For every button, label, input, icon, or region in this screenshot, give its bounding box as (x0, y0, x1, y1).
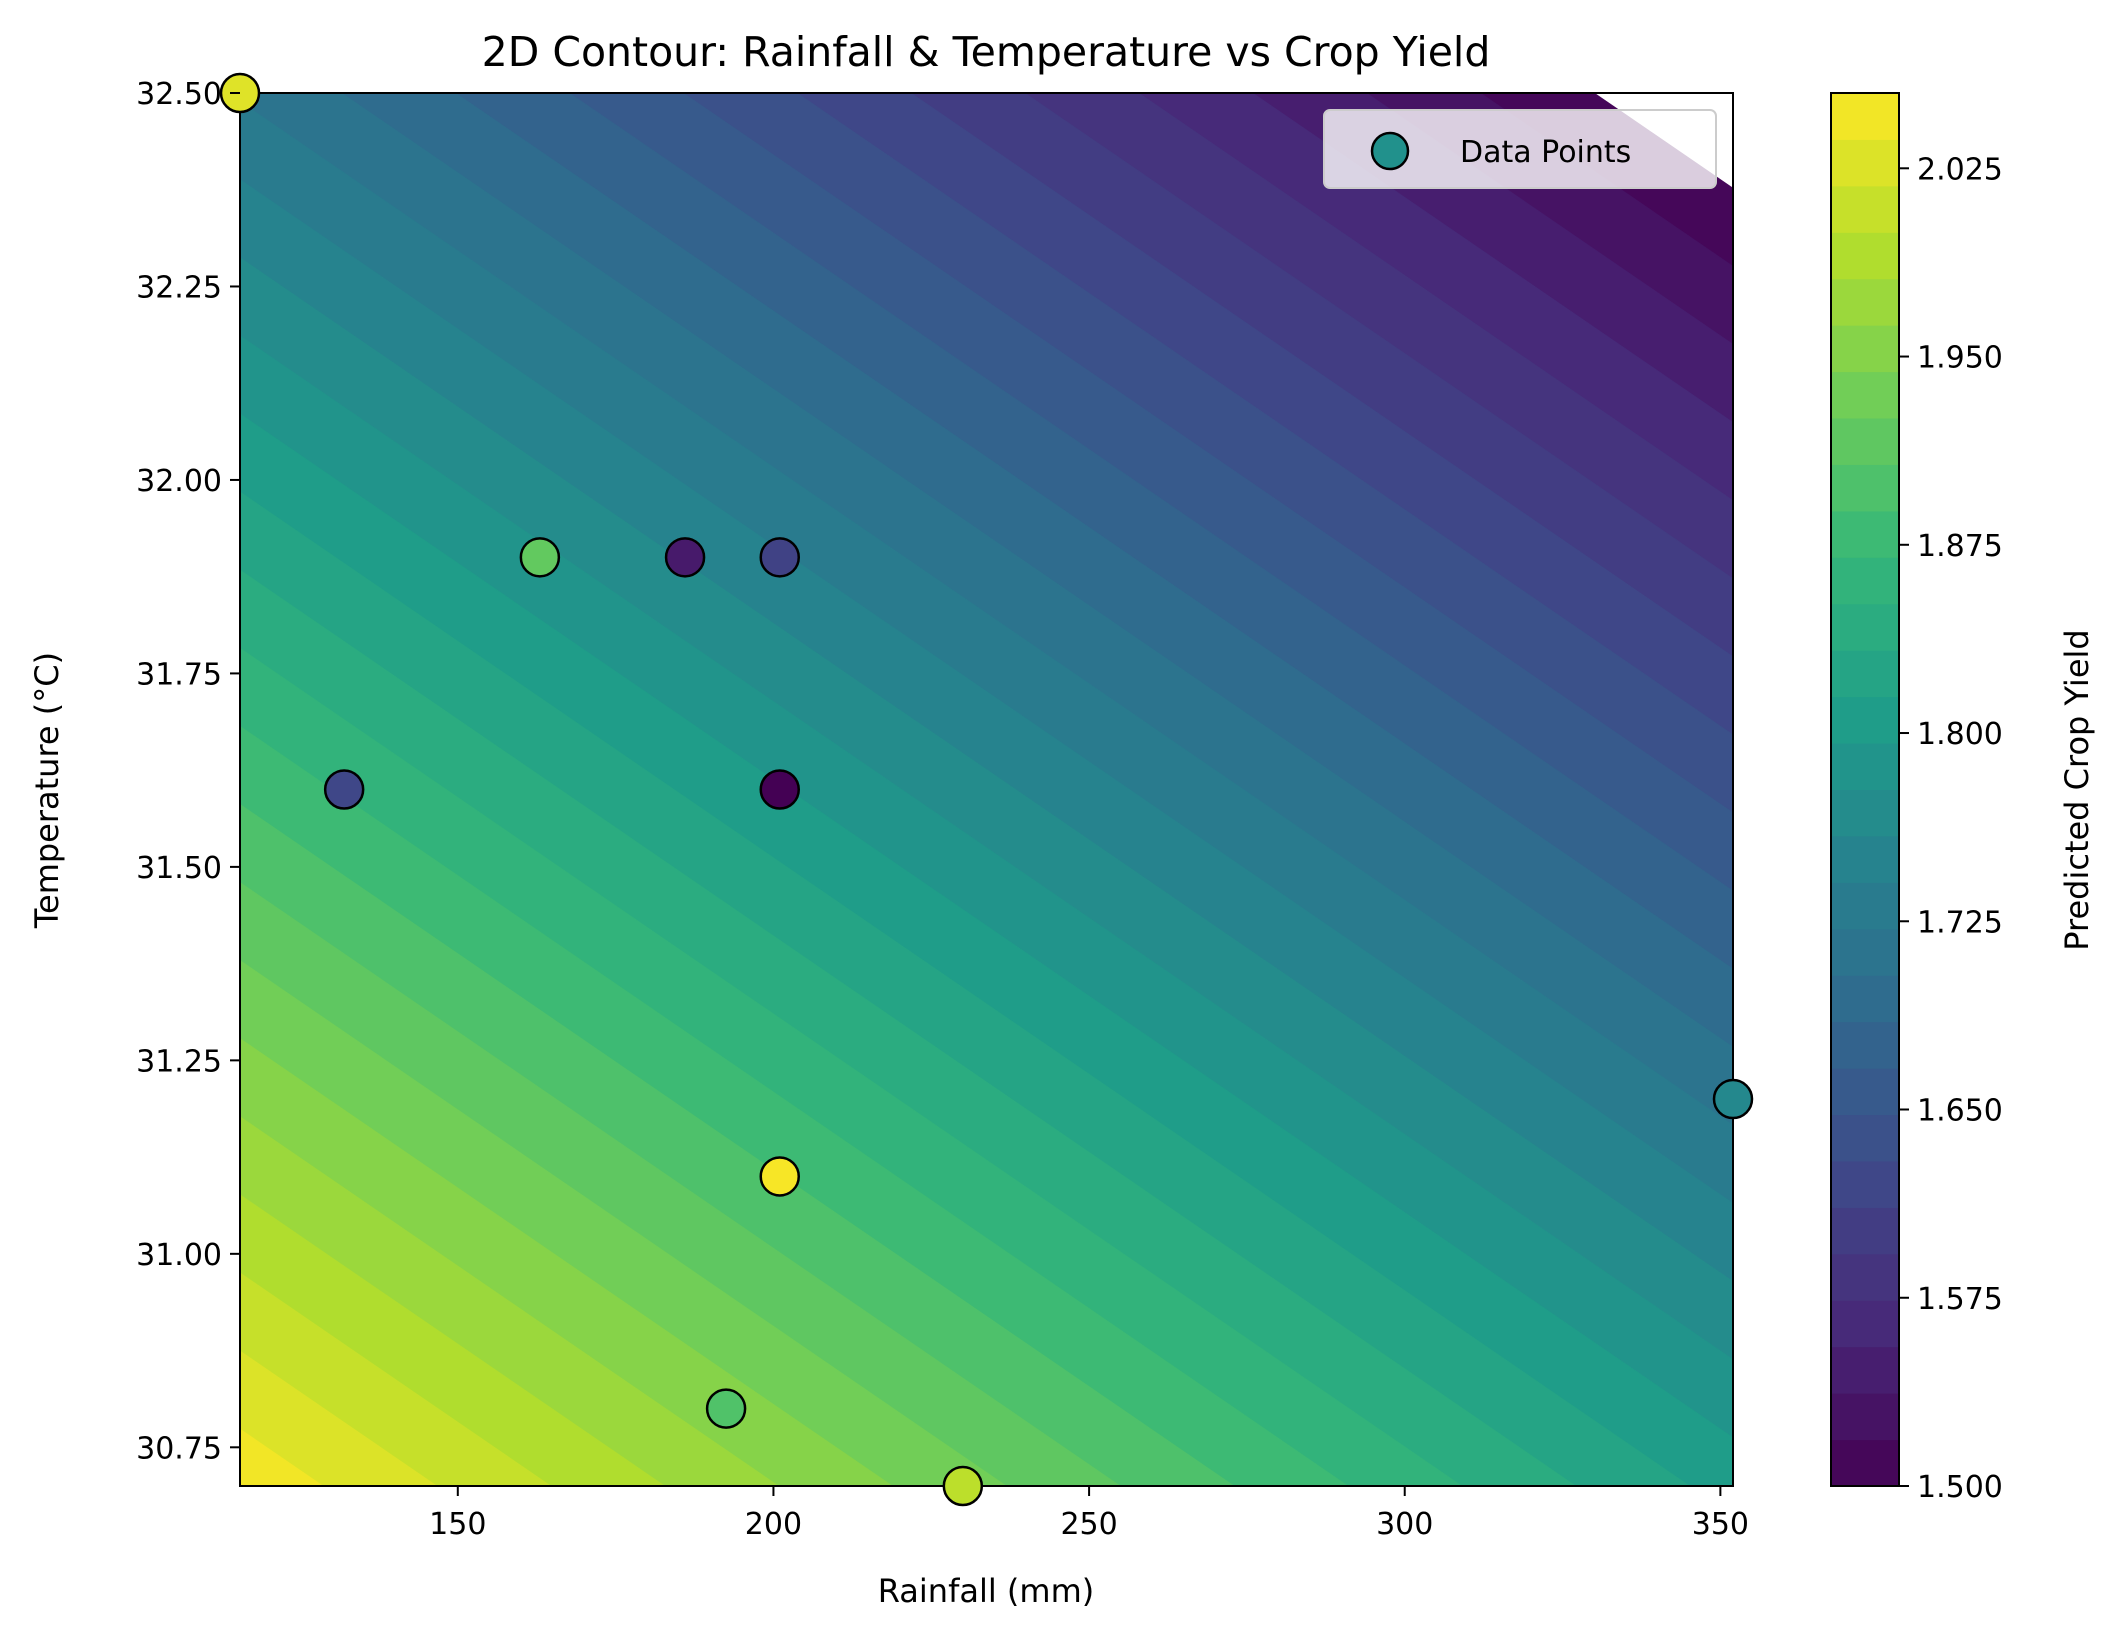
y-axis: 30.75 31.00 31.25 31.50 31.75 32.00 32.25 32.50 (136, 77, 240, 1466)
contour-band (240, 1428, 324, 1486)
colorbar-band (1831, 371, 1899, 419)
chart-title: 2D Contour: Rainfall & Temperature vs Cr… (482, 28, 1491, 76)
legend-marker (1370, 131, 1410, 171)
x-tick-label: 150 (429, 1507, 486, 1542)
colorbar-tick-label: 1.725 (1917, 905, 2003, 940)
colorbar-tick-label: 1.575 (1917, 1282, 2003, 1317)
data-point (1712, 1078, 1754, 1120)
colorbar-band (1831, 882, 1899, 930)
colorbar-band (1831, 789, 1899, 837)
colorbar-band (1831, 278, 1899, 326)
colorbar-band (1831, 603, 1899, 651)
colorbar-band (1831, 232, 1899, 280)
data-point (759, 769, 801, 810)
x-axis-label: Rainfall (mm) (878, 1572, 1094, 1610)
plot-frame (239, 92, 1734, 1487)
y-tick-label: 31.00 (136, 1238, 222, 1273)
x-tick-label: 350 (1692, 1507, 1749, 1542)
colorbar-band (1831, 325, 1899, 373)
colorbar-band (1831, 93, 1899, 140)
colorbar-band (1831, 185, 1899, 233)
colorbar-band (1831, 975, 1899, 1023)
legend: Data Points (1323, 109, 1717, 189)
colorbar-band (1831, 650, 1899, 698)
colorbar-tick-label: 2.025 (1917, 152, 2003, 187)
colorbar-tick-label: 1.650 (1917, 1094, 2003, 1129)
x-tick-label: 250 (1060, 1507, 1117, 1542)
colorbar-band (1831, 1346, 1899, 1394)
colorbar-band (1831, 1114, 1899, 1162)
colorbar-band (1831, 1021, 1899, 1069)
x-tick-label: 200 (745, 1507, 802, 1542)
colorbar-tick-label: 1.800 (1917, 717, 2003, 752)
data-point (942, 1465, 984, 1507)
colorbar-band (1831, 743, 1899, 790)
colorbar-band (1831, 418, 1899, 465)
colorbar-frame (1830, 92, 1900, 1487)
y-tick-label: 30.75 (136, 1431, 222, 1466)
colorbar-band (1831, 1068, 1899, 1116)
colorbar-ticks: 1.500 1.575 1.650 1.725 1.800 1.875 1.950 2.025 (1899, 152, 2003, 1505)
y-tick-label: 31.25 (136, 1044, 222, 1079)
x-axis: 150 200 250 300 350 (429, 1486, 1749, 1542)
colorbar-band (1831, 1207, 1899, 1255)
colorbar-label: Predicted Crop Yield (2058, 629, 2096, 950)
y-tick-label: 31.50 (136, 851, 222, 886)
colorbar-tick-label: 1.500 (1917, 1470, 2003, 1505)
data-point (759, 1156, 801, 1197)
colorbar-band (1831, 510, 1899, 558)
colorbar-tick-label: 1.875 (1917, 529, 2003, 564)
data-point (519, 537, 561, 578)
legend-box (1323, 109, 1717, 189)
colorbar-tick-label: 1.950 (1917, 341, 2003, 376)
y-tick-label: 31.75 (136, 657, 222, 692)
data-point (759, 537, 801, 578)
colorbar-bands (1831, 93, 1899, 1487)
data-point (323, 769, 365, 810)
colorbar-band (1831, 1253, 1899, 1301)
data-point (705, 1388, 747, 1429)
colorbar-band (1831, 1160, 1899, 1208)
legend-label: Data Points (1460, 135, 1631, 170)
contour-surface (240, 93, 1733, 1486)
colorbar-band (1831, 557, 1899, 605)
y-tick-label: 32.50 (136, 77, 222, 112)
y-tick-label: 32.00 (136, 464, 222, 499)
colorbar-band (1831, 1300, 1899, 1348)
colorbar-band (1831, 696, 1899, 744)
x-tick-label: 300 (1376, 1507, 1433, 1542)
colorbar-band (1831, 1393, 1899, 1441)
colorbar-band (1831, 464, 1899, 512)
colorbar-band (1831, 928, 1899, 976)
colorbar-band (1831, 835, 1899, 883)
y-axis-label: Temperature (°C) (28, 652, 66, 929)
data-point (664, 537, 706, 578)
y-tick-label: 32.25 (136, 270, 222, 305)
data-points (219, 72, 1754, 1507)
colorbar-band (1831, 1439, 1899, 1487)
colorbar-band (1831, 139, 1899, 187)
colorbar: 1.500 1.575 1.650 1.725 1.800 1.875 1.950 2.025… (1830, 92, 2096, 1505)
